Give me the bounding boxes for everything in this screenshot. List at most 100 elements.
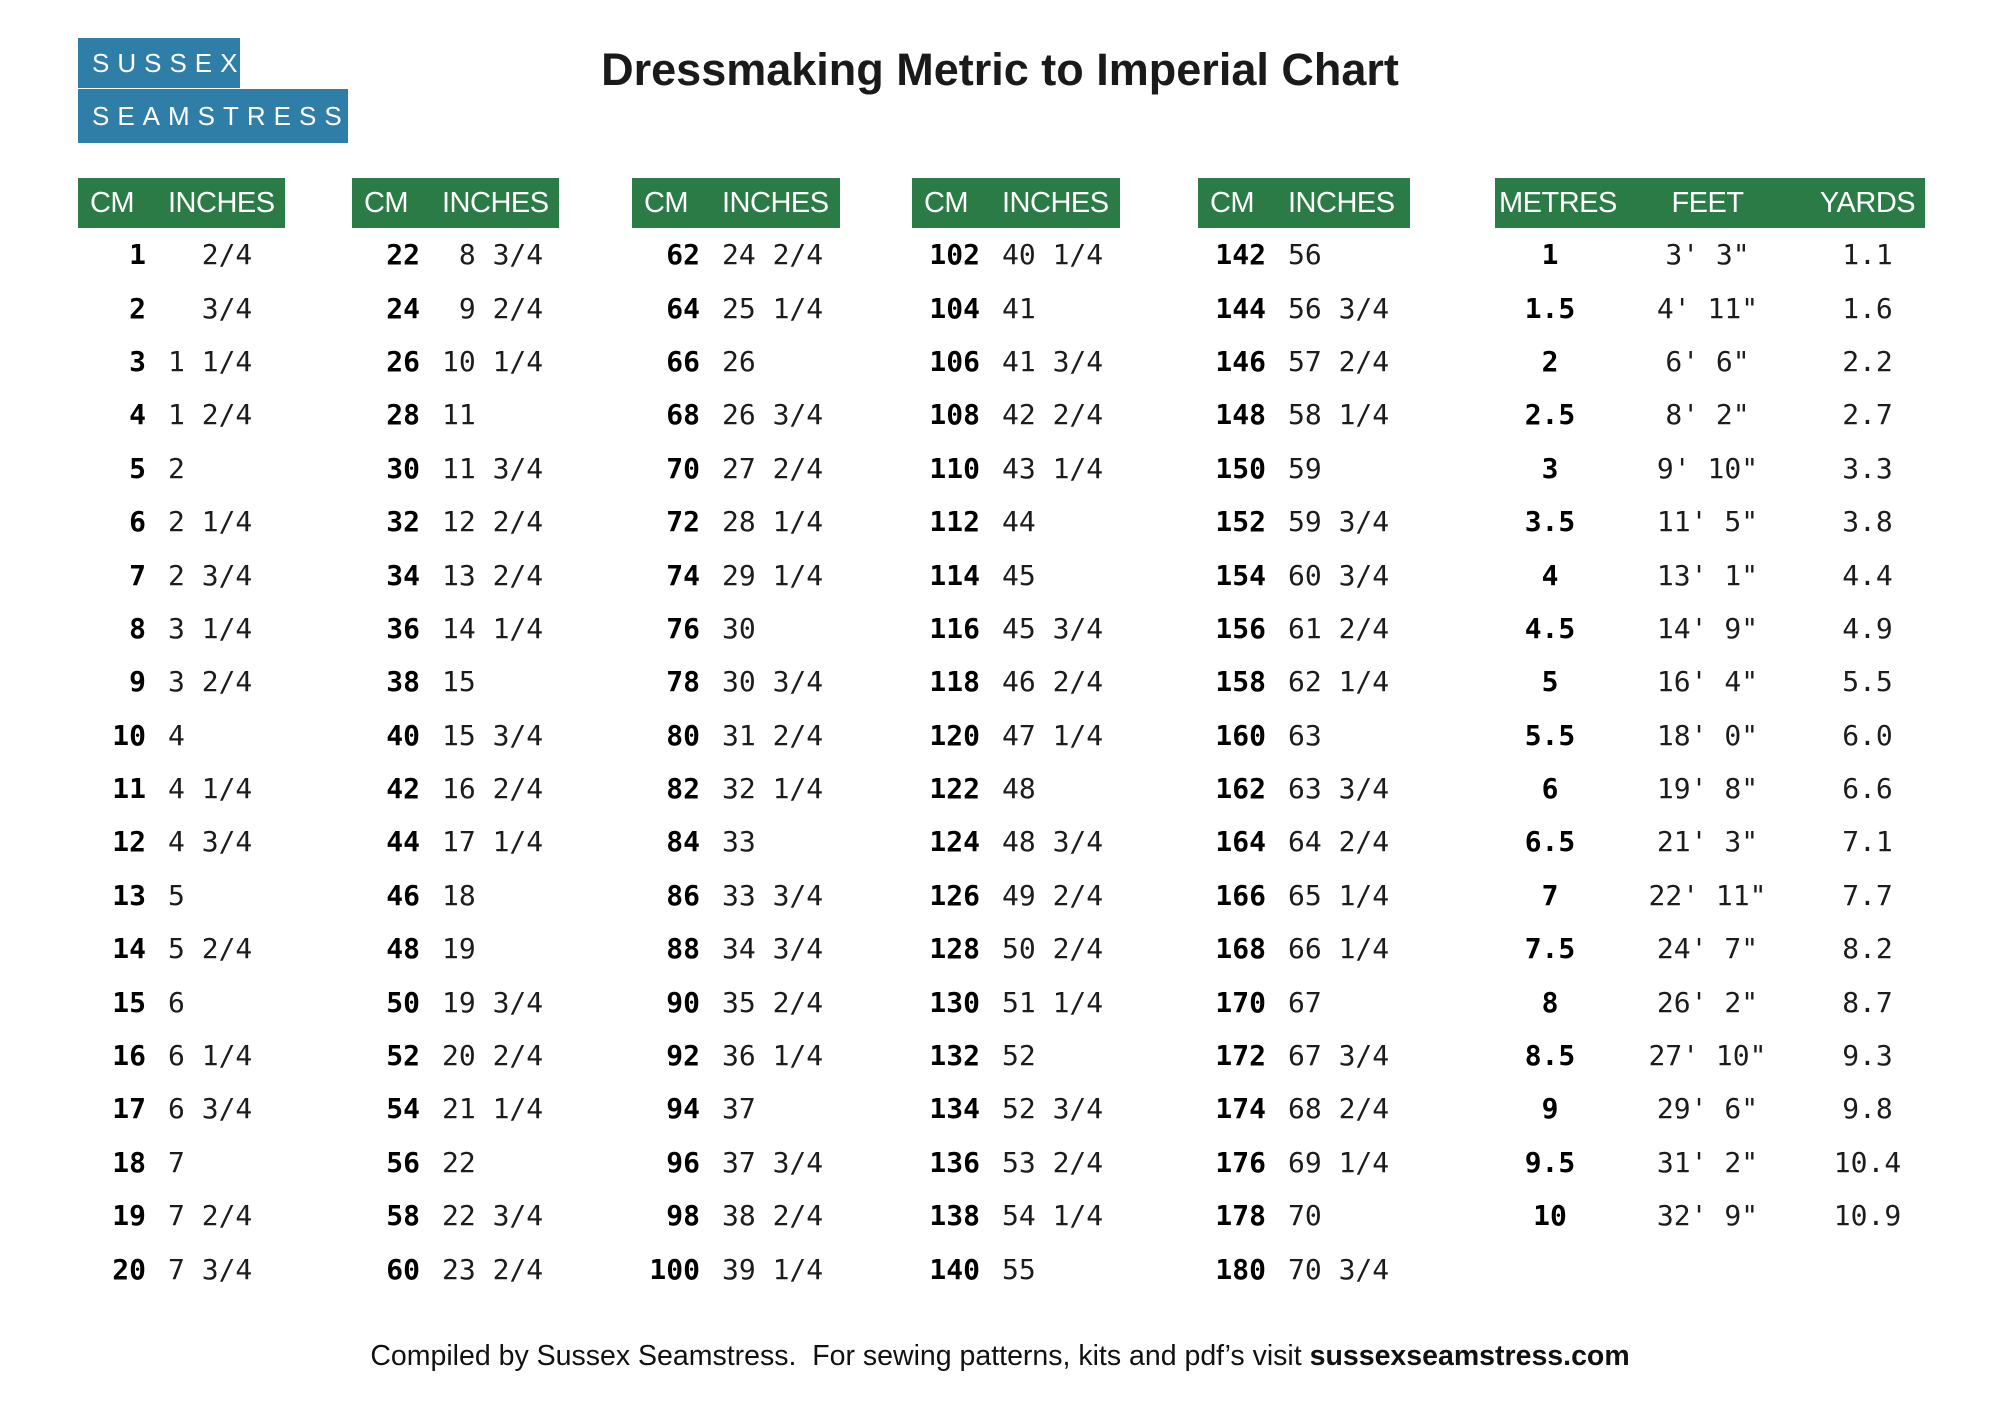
cm-value: 172 <box>1215 1039 1266 1073</box>
cm-inches-table-2: CM INCHES 22 8 3/4 24 9 2/4 26 10 1/4 <box>352 178 559 1296</box>
table-row: 160 63 <box>1198 709 1410 762</box>
table-row: 152 59 3/4 <box>1198 495 1410 548</box>
inches-value: 4 <box>168 718 185 752</box>
cm-value: 88 <box>666 932 700 966</box>
cm-value: 164 <box>1215 825 1266 859</box>
table-row: 7 2 3/4 <box>78 548 285 601</box>
cm-value: 112 <box>929 505 980 539</box>
table-row: 60 23 2/4 <box>352 1242 559 1295</box>
cm-value: 170 <box>1215 985 1266 1019</box>
table-row: 120 47 1/4 <box>912 709 1120 762</box>
table-row: 7.5 24' 7" 8.2 <box>1495 922 1925 975</box>
table-row: 138 54 1/4 <box>912 1189 1120 1242</box>
metres-value: 1.5 <box>1524 291 1576 325</box>
cm-value: 48 <box>386 932 420 966</box>
table-row: 20 7 3/4 <box>78 1242 285 1295</box>
table-row: 13 5 <box>78 869 285 922</box>
inches-value: 1 2/4 <box>168 398 253 432</box>
table-row: 154 60 3/4 <box>1198 548 1410 601</box>
table-header: CM INCHES <box>352 178 559 228</box>
cm-value: 132 <box>929 1039 980 1073</box>
cm-value: 178 <box>1215 1199 1266 1233</box>
table-row: 2 6' 6" 2.2 <box>1495 335 1925 388</box>
table-row: 24 9 2/4 <box>352 281 559 334</box>
table-row: 30 11 3/4 <box>352 442 559 495</box>
table-row: 142 56 <box>1198 228 1410 281</box>
feet-value: 16' 4" <box>1656 665 1759 699</box>
cm-value: 156 <box>1215 611 1266 645</box>
inches-value: 27 2/4 <box>722 451 824 485</box>
cm-value: 17 <box>112 1092 146 1126</box>
inches-value: 5 2/4 <box>168 932 253 966</box>
metres-value: 4 <box>1541 558 1559 592</box>
table-row: 9 3 2/4 <box>78 655 285 708</box>
yards-value: 1.6 <box>1842 291 1893 325</box>
inches-value: 37 <box>722 1092 756 1126</box>
cm-value: 128 <box>929 932 980 966</box>
table-row: 10 4 <box>78 709 285 762</box>
table-row: 32 12 2/4 <box>352 495 559 548</box>
page-title: Dressmaking Metric to Imperial Chart <box>601 44 1399 95</box>
cm-value: 166 <box>1215 878 1266 912</box>
metres-value: 4.5 <box>1524 611 1576 645</box>
inches-value: 21 1/4 <box>442 1092 544 1126</box>
table-row: 166 65 1/4 <box>1198 869 1410 922</box>
table-header: METRES FEET YARDS <box>1495 178 1925 228</box>
table-row: 90 35 2/4 <box>632 975 840 1028</box>
cm-value: 68 <box>666 398 700 432</box>
table-row: 36 14 1/4 <box>352 602 559 655</box>
feet-value: 19' 8" <box>1656 772 1759 806</box>
table-row: 118 46 2/4 <box>912 655 1120 708</box>
metres-value: 7.5 <box>1524 932 1576 966</box>
cm-value: 1 <box>129 238 146 272</box>
yards-value: 1.1 <box>1842 238 1893 272</box>
column-header-yards: YARDS <box>1819 186 1916 219</box>
metres-feet-yards-table: METRES FEET YARDS 1 3' 3" 1.1 1.5 4' 11"… <box>1495 178 1925 1242</box>
cm-value: 5 <box>129 451 146 485</box>
inches-value: 68 2/4 <box>1288 1092 1390 1126</box>
cm-value: 50 <box>386 985 420 1019</box>
table-row: 106 41 3/4 <box>912 335 1120 388</box>
inches-value: 19 3/4 <box>442 985 544 1019</box>
table-row: 76 30 <box>632 602 840 655</box>
inches-value: 45 3/4 <box>1002 611 1104 645</box>
feet-value: 27' 10" <box>1648 1039 1767 1073</box>
cm-value: 13 <box>112 878 146 912</box>
table-row: 100 39 1/4 <box>632 1242 840 1295</box>
table-row: 17 6 3/4 <box>78 1082 285 1135</box>
inches-value: 30 3/4 <box>722 665 824 699</box>
cm-value: 120 <box>929 718 980 752</box>
table-row: 144 56 3/4 <box>1198 281 1410 334</box>
inches-value: 24 2/4 <box>722 238 824 272</box>
feet-value: 8' 2" <box>1665 398 1750 432</box>
inches-value: 15 <box>442 665 476 699</box>
table-row: 11 4 1/4 <box>78 762 285 815</box>
table-row: 15 6 <box>78 975 285 1028</box>
table-row: 6 2 1/4 <box>78 495 285 548</box>
table-row: 170 67 <box>1198 975 1410 1028</box>
cm-value: 28 <box>386 398 420 432</box>
table-row: 140 55 <box>912 1242 1120 1295</box>
cm-value: 94 <box>666 1092 700 1126</box>
table-row: 7 22' 11" 7.7 <box>1495 869 1925 922</box>
yards-value: 2.2 <box>1842 344 1893 378</box>
table-row: 66 26 <box>632 335 840 388</box>
cm-value: 152 <box>1215 505 1266 539</box>
cm-value: 26 <box>386 344 420 378</box>
website-link[interactable]: sussexseamstress.com <box>1309 1340 1630 1372</box>
cm-value: 102 <box>929 238 980 272</box>
inches-value: 12 2/4 <box>442 505 544 539</box>
inches-value: 2/4 <box>168 238 253 272</box>
cm-value: 70 <box>666 451 700 485</box>
table-header: CM INCHES <box>1198 178 1410 228</box>
table-row: 42 16 2/4 <box>352 762 559 815</box>
table-row: 22 8 3/4 <box>352 228 559 281</box>
table-row: 104 41 <box>912 281 1120 334</box>
table-row: 92 36 1/4 <box>632 1029 840 1082</box>
table-row: 102 40 1/4 <box>912 228 1120 281</box>
feet-value: 32' 9" <box>1656 1199 1759 1233</box>
table-row: 44 17 1/4 <box>352 815 559 868</box>
cm-value: 140 <box>929 1252 980 1286</box>
cm-value: 7 <box>129 558 146 592</box>
inches-value: 36 1/4 <box>722 1039 824 1073</box>
